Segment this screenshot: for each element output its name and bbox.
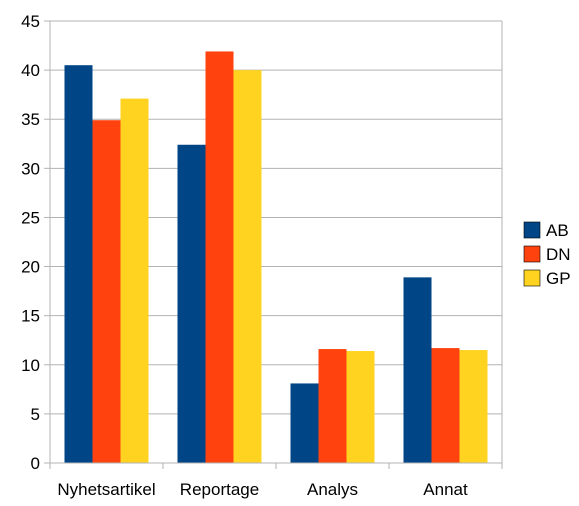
bar-gp-reportage bbox=[233, 70, 262, 463]
bar-gp-analys bbox=[346, 351, 375, 463]
x-category-label: Nyhetsartikel bbox=[57, 480, 155, 499]
y-tick-label: 25 bbox=[21, 208, 40, 227]
y-tick-label: 15 bbox=[21, 307, 40, 326]
y-tick-label: 35 bbox=[21, 110, 40, 129]
x-category-label: Reportage bbox=[180, 480, 259, 499]
axes bbox=[44, 20, 503, 469]
bar-ab-reportage bbox=[177, 144, 206, 463]
legend-label: DN bbox=[546, 245, 571, 264]
y-tick-label: 20 bbox=[21, 258, 40, 277]
bars bbox=[64, 51, 488, 464]
bar-ab-analys bbox=[290, 383, 319, 463]
legend-label: AB bbox=[546, 221, 569, 240]
bar-ab-nyhetsartikel bbox=[64, 65, 93, 463]
legend-swatch-gp bbox=[523, 269, 541, 287]
x-category-label: Analys bbox=[307, 480, 358, 499]
legend: AB DN GP bbox=[523, 221, 571, 288]
bar-dn-annat bbox=[431, 348, 460, 463]
y-tick-label: 0 bbox=[31, 454, 40, 473]
x-category-label: Annat bbox=[423, 480, 468, 499]
x-category-labels: Nyhetsartikel Reportage Analys Annat bbox=[57, 480, 468, 499]
bar-gp-nyhetsartikel bbox=[120, 98, 149, 464]
bar-dn-nyhetsartikel bbox=[92, 120, 121, 464]
y-tick-label: 10 bbox=[21, 356, 40, 375]
legend-swatch-ab bbox=[523, 221, 541, 239]
legend-swatch-dn bbox=[523, 245, 541, 263]
y-tick-label: 5 bbox=[31, 405, 40, 424]
y-tick-label: 40 bbox=[21, 61, 40, 80]
y-tick-labels: 0 5 10 15 20 25 30 35 40 45 bbox=[21, 12, 40, 473]
bar-dn-analys bbox=[318, 349, 347, 463]
bar-gp-annat bbox=[459, 350, 488, 463]
y-tick-label: 30 bbox=[21, 159, 40, 178]
legend-label: GP bbox=[546, 269, 571, 288]
bar-ab-annat bbox=[403, 277, 432, 463]
bar-dn-reportage bbox=[205, 51, 234, 464]
y-tick-label: 45 bbox=[21, 12, 40, 31]
